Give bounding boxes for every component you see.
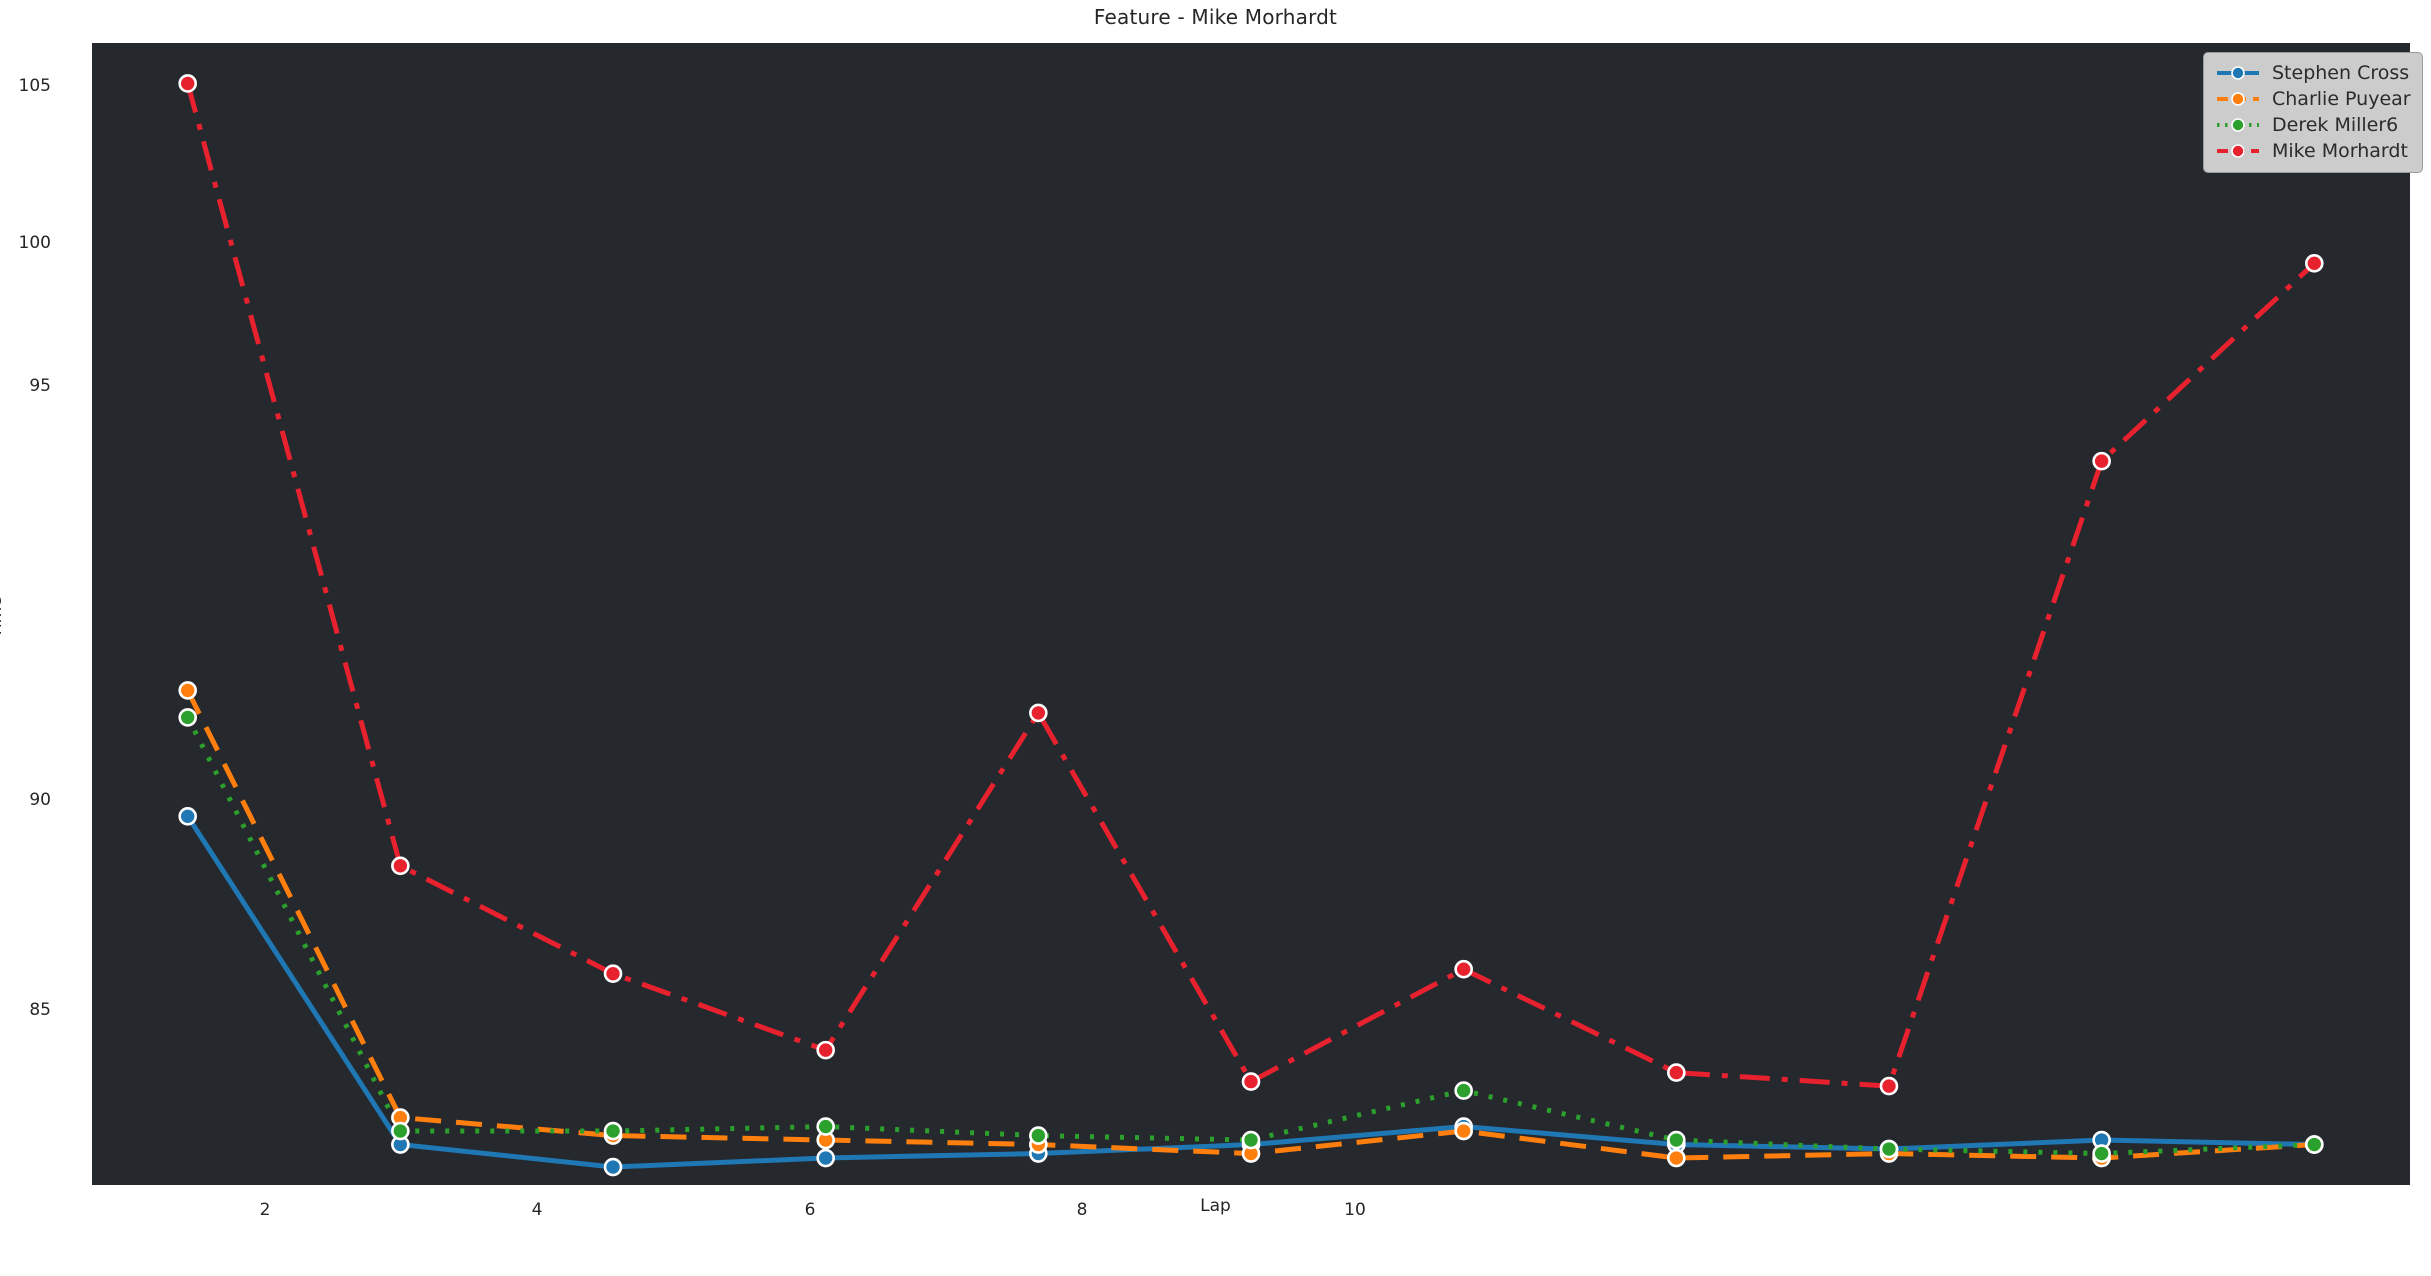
legend-swatch-icon	[2215, 116, 2261, 134]
legend-label: Stephen Cross	[2272, 61, 2410, 84]
data-point	[2305, 254, 2324, 273]
data-point	[1667, 1130, 1686, 1150]
data-point	[1454, 1121, 1473, 1141]
y-tick-90: 90	[29, 790, 51, 810]
data-point	[1454, 1081, 1473, 1100]
data-point	[1879, 1076, 1899, 1096]
x-axis-label: Lap	[1200, 1196, 1231, 1216]
data-point	[816, 1040, 835, 1060]
x-tick-8: 8	[1076, 1200, 1088, 1220]
legend-item-stephen-cross[interactable]: Stephen Cross	[2215, 60, 2411, 86]
y-axis-label: Time	[0, 596, 6, 638]
data-point	[178, 74, 197, 93]
data-point	[1241, 1072, 1261, 1091]
legend-swatch-icon	[2215, 64, 2261, 82]
data-point	[178, 708, 197, 727]
x-tick-4: 4	[531, 1200, 543, 1220]
legend-label: Derek Miller6	[2272, 113, 2399, 136]
legend-item-mike-morhardt[interactable]: Mike Morhardt	[2215, 138, 2411, 164]
data-point	[1454, 959, 1473, 979]
y-tick-95: 95	[29, 376, 51, 396]
x-tick-6: 6	[804, 1200, 816, 1220]
legend-label: Charlie Puyear	[2272, 87, 2411, 110]
data-point	[1879, 1139, 1899, 1159]
data-point	[178, 681, 197, 700]
legend-swatch-icon	[2215, 90, 2261, 108]
data-point	[2092, 1144, 2111, 1163]
y-tick-105: 105	[18, 76, 51, 96]
data-point	[391, 1121, 410, 1141]
data-point	[1241, 1130, 1261, 1150]
data-point	[1667, 1148, 1686, 1168]
x-tick-2: 2	[259, 1200, 271, 1220]
legend-label: Mike Morhardt	[2272, 139, 2408, 162]
plot-canvas	[178, 74, 2324, 1177]
data-point	[1029, 703, 1048, 723]
data-point	[1667, 1063, 1686, 1082]
data-point	[816, 1117, 835, 1136]
data-point	[816, 1148, 835, 1168]
data-point	[391, 856, 410, 876]
data-point	[603, 964, 623, 983]
y-tick-85: 85	[29, 1000, 51, 1020]
series-line-0	[185, 813, 2317, 1170]
data-point	[603, 1121, 623, 1141]
legend: Stephen Cross Charlie Puyear Derek Mille…	[2203, 52, 2423, 173]
data-point	[178, 807, 197, 826]
series-markers	[178, 74, 2324, 1177]
data-point	[603, 1157, 623, 1177]
legend-item-derek-miller6[interactable]: Derek Miller6	[2215, 112, 2411, 138]
plot-area	[92, 43, 2410, 1185]
data-point	[2305, 1135, 2324, 1154]
legend-item-charlie-puyear[interactable]: Charlie Puyear	[2215, 86, 2411, 112]
data-point	[2092, 451, 2111, 471]
data-point	[1029, 1126, 1048, 1145]
chart-title: Feature - Mike Morhardt	[1093, 5, 1338, 29]
series-line-3	[185, 82, 2317, 1089]
legend-swatch-icon	[2215, 142, 2261, 160]
x-tick-10: 10	[1344, 1200, 1366, 1220]
series-lines	[185, 82, 2317, 1170]
y-tick-100: 100	[18, 233, 51, 253]
